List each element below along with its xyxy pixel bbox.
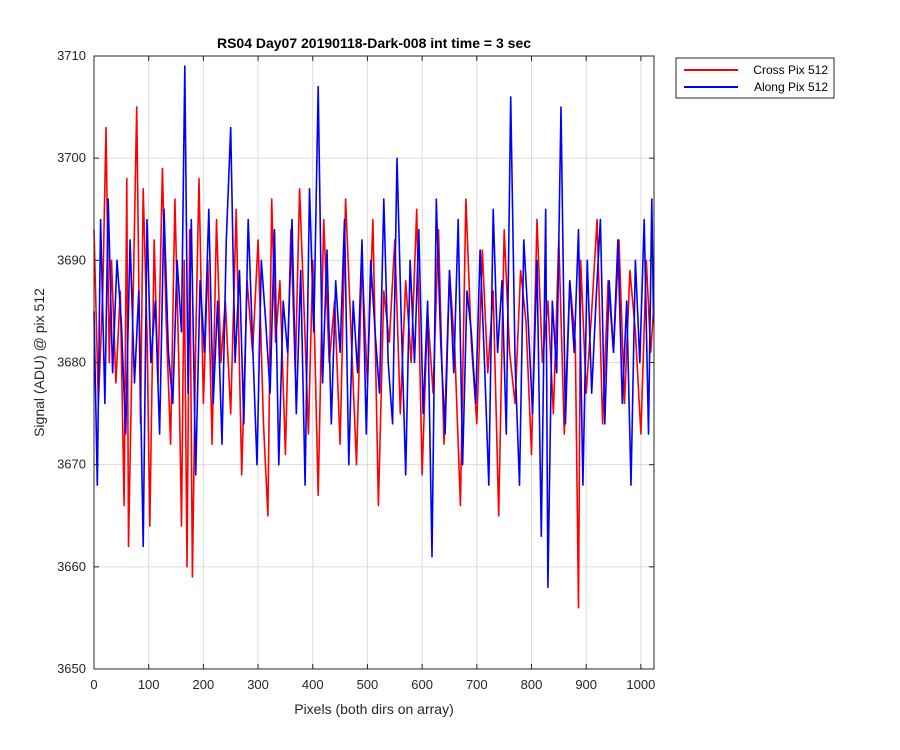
legend: Cross Pix 512 Along Pix 512 bbox=[675, 57, 835, 99]
x-tick-label: 500 bbox=[357, 677, 379, 692]
y-tick-label: 3690 bbox=[57, 252, 86, 267]
x-tick-label: 900 bbox=[575, 677, 597, 692]
y-axis-label: Signal (ADU) @ pix 512 bbox=[31, 288, 47, 437]
legend-label-cross-pix: Cross Pix 512 bbox=[753, 63, 828, 77]
x-tick-label: 0 bbox=[90, 677, 97, 692]
x-axis-label: Pixels (both dirs on array) bbox=[294, 701, 454, 717]
y-tick-label: 3680 bbox=[57, 355, 86, 370]
y-tick-label: 3660 bbox=[57, 559, 86, 574]
x-tick-label: 1000 bbox=[626, 677, 655, 692]
x-tick-label: 300 bbox=[247, 677, 269, 692]
series-lines bbox=[93, 65, 655, 609]
x-tick-label: 600 bbox=[411, 677, 433, 692]
y-tick-label: 3670 bbox=[57, 457, 86, 472]
x-tick-label: 700 bbox=[466, 677, 488, 692]
legend-label-along-pix: Along Pix 512 bbox=[754, 80, 828, 94]
legend-box bbox=[675, 57, 835, 99]
x-tick-label: 800 bbox=[521, 677, 543, 692]
x-tick-label: 100 bbox=[138, 677, 160, 692]
series-line-along-pix bbox=[93, 65, 655, 589]
x-tick-label: 400 bbox=[302, 677, 324, 692]
axis-ticks: 0 100 200 300 400 500 600 700 800 900 1000 3650 3660… bbox=[57, 48, 655, 692]
y-tick-label: 3700 bbox=[57, 150, 86, 165]
y-tick-label: 3650 bbox=[57, 661, 86, 676]
x-tick-label: 200 bbox=[193, 677, 215, 692]
y-tick-label: 3710 bbox=[57, 48, 86, 63]
chart-title: RS04 Day07 20190118-Dark-008 int time = … bbox=[217, 35, 531, 51]
